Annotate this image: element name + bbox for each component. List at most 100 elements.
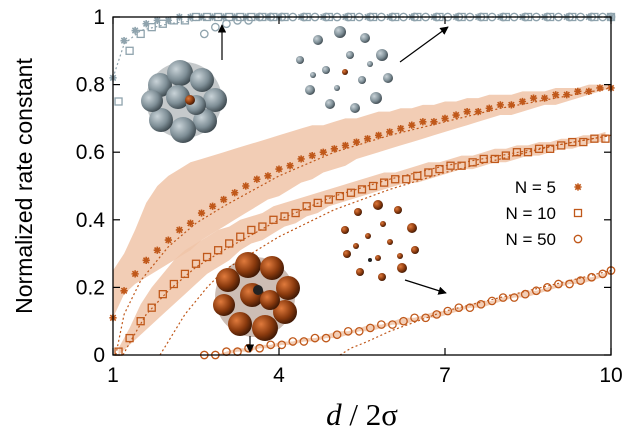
y-axis-label: Normalized rate constant [11, 58, 37, 314]
legend-marker-1 [573, 208, 583, 218]
point-1-31 [457, 161, 466, 170]
plot-frame [112, 16, 612, 356]
point-0-15 [275, 165, 283, 173]
legend-label-1: N = 10 [505, 204, 556, 223]
point-0-5 [164, 236, 172, 244]
point-2-11 [321, 333, 331, 343]
point-5-1 [211, 22, 220, 32]
point-0-18 [308, 151, 316, 160]
cluster-image-gray-sparse [296, 26, 393, 113]
point-4-1 [125, 46, 134, 55]
point-1-10 [225, 239, 234, 248]
point-2-5 [255, 343, 264, 353]
point-2-13 [343, 326, 353, 336]
point-2-16 [377, 320, 386, 329]
point-0-39 [541, 94, 549, 102]
point-1-40 [557, 141, 566, 150]
point-1-36 [512, 148, 522, 157]
point-0-37 [518, 97, 527, 106]
point-0-22 [352, 138, 361, 146]
point-1-6 [180, 269, 190, 279]
cluster-image-gray-large [141, 60, 227, 143]
point-1-33 [479, 154, 488, 164]
point-2-26 [487, 296, 497, 306]
point-1-32 [468, 158, 477, 167]
legend-marker-2 [573, 234, 583, 244]
point-2-17 [388, 320, 397, 329]
point-1-5 [169, 279, 179, 289]
point-2-27 [498, 293, 508, 302]
point-1-25 [391, 175, 400, 184]
point-0-2 [131, 270, 139, 278]
point-0-10 [220, 195, 228, 204]
point-0-23 [363, 135, 372, 143]
point-1-8 [202, 252, 212, 262]
point-0-16 [286, 162, 294, 170]
point-3-3 [142, 20, 150, 28]
point-0-17 [297, 155, 305, 163]
point-2-29 [520, 289, 530, 299]
legend-marker-0 [574, 183, 582, 191]
point-0-7 [186, 219, 195, 227]
point-2-31 [543, 283, 552, 292]
point-3-1 [120, 37, 128, 45]
point-0-8 [197, 209, 206, 217]
fit-curve-4 [112, 16, 611, 78]
point-0-9 [209, 202, 217, 210]
point-2-36 [598, 269, 608, 279]
point-1-4 [158, 290, 167, 299]
point-2-32 [554, 279, 563, 289]
point-1-9 [213, 246, 223, 255]
point-2-10 [310, 333, 320, 343]
point-2-34 [576, 276, 585, 285]
point-0-33 [474, 108, 482, 116]
point-2-19 [410, 313, 419, 323]
point-2-24 [465, 303, 475, 313]
annotation-arrows [217, 24, 449, 353]
point-2-20 [421, 313, 430, 323]
point-1-27 [413, 171, 422, 181]
point-1-11 [236, 232, 245, 241]
point-1-7 [191, 259, 201, 268]
point-4-3 [147, 22, 156, 32]
legend: N = 5 N = 10 N = 50 [505, 178, 583, 249]
y-tick-label-5: 1 [93, 6, 105, 29]
point-0-21 [341, 141, 349, 150]
point-1-26 [402, 175, 411, 184]
point-1-18 [313, 198, 322, 208]
x-tick-label-0: 1 [107, 364, 119, 387]
x-tick-label-2: 7 [439, 364, 451, 387]
point-1-23 [368, 181, 378, 191]
point-3-2 [131, 26, 139, 35]
point-0-4 [153, 246, 161, 254]
band-1 [118, 131, 606, 355]
point-0-12 [242, 182, 250, 190]
point-0-14 [264, 172, 272, 180]
point-0-19 [319, 148, 327, 156]
cluster-image-orange-large [213, 252, 300, 341]
point-2-35 [587, 272, 596, 282]
point-1-3 [147, 303, 156, 312]
point-1-2 [136, 317, 145, 326]
point-1-35 [501, 151, 511, 160]
point-1-37 [523, 148, 533, 157]
point-0-25 [386, 128, 394, 136]
point-1-20 [335, 191, 345, 201]
point-5-2 [222, 19, 231, 29]
arrow-gray-sparse [399, 26, 449, 63]
axes: 1 4 7 10 0 0.2 0.4 0.6 0.8 1 [76, 6, 623, 387]
point-2-18 [399, 316, 408, 326]
fit-curve-3 [339, 269, 612, 356]
point-0-42 [574, 87, 582, 95]
y-tick-label-0: 0 [93, 344, 105, 367]
point-0-34 [485, 104, 493, 112]
point-1-22 [357, 185, 367, 194]
y-tick-label-4: 0.8 [76, 74, 105, 97]
point-2-14 [354, 326, 364, 336]
point-1-24 [379, 178, 389, 187]
point-2-8 [288, 337, 298, 346]
point-2-25 [476, 299, 486, 309]
point-2-12 [332, 330, 342, 340]
point-2-30 [531, 286, 541, 296]
